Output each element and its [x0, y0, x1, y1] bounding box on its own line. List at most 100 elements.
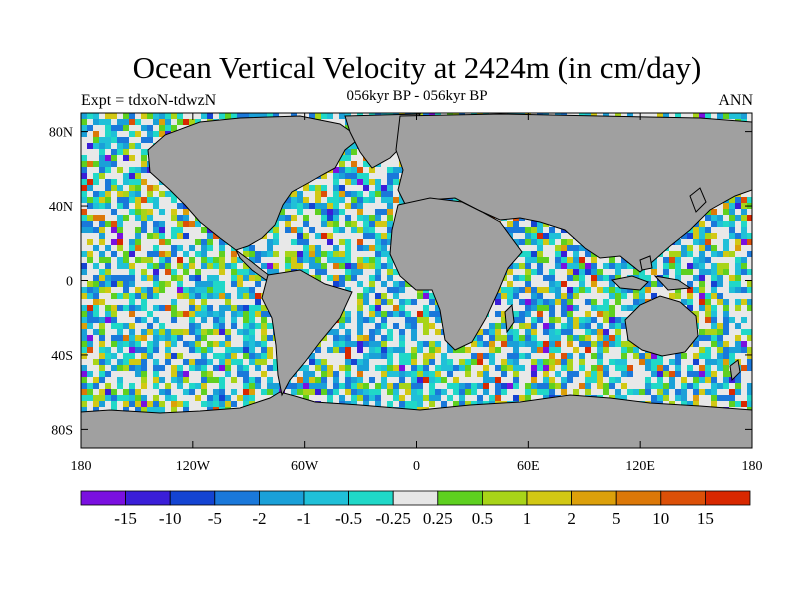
field-cell [153, 335, 159, 341]
field-cell [213, 341, 219, 347]
field-cell [387, 185, 393, 191]
field-cell [183, 329, 189, 335]
field-cell [165, 341, 171, 347]
field-cell [153, 251, 159, 257]
field-cell [723, 359, 729, 365]
field-cell [459, 365, 465, 371]
field-cell [423, 323, 429, 329]
field-cell [387, 299, 393, 305]
field-cell [651, 383, 657, 389]
field-cell [99, 137, 105, 143]
field-cell [747, 305, 752, 311]
field-cell [561, 365, 567, 371]
field-cell [675, 275, 681, 281]
field-cell [429, 341, 435, 347]
field-cell [585, 341, 591, 347]
field-cell [651, 269, 657, 275]
field-cell [549, 299, 555, 305]
field-cell [243, 305, 249, 311]
field-cell [729, 215, 735, 221]
field-cell [363, 161, 369, 167]
field-cell [357, 257, 363, 263]
field-cell [423, 317, 429, 323]
field-cell [327, 221, 333, 227]
field-cell [111, 161, 117, 167]
field-cell [417, 311, 423, 317]
field-cell [717, 395, 723, 401]
field-cell [111, 323, 117, 329]
field-cell [381, 239, 387, 245]
field-cell [531, 317, 537, 323]
field-cell [309, 113, 315, 119]
field-cell [153, 197, 159, 203]
field-cell [303, 371, 309, 377]
field-cell [315, 251, 321, 257]
field-cell [711, 317, 717, 323]
field-cell [741, 215, 747, 221]
field-cell [195, 335, 201, 341]
field-cell [81, 215, 87, 221]
field-cell [249, 305, 255, 311]
field-cell [357, 335, 363, 341]
field-cell [87, 179, 93, 185]
field-cell [705, 371, 711, 377]
field-cell [135, 395, 141, 401]
field-cell [255, 341, 261, 347]
field-cell [267, 377, 273, 383]
field-cell [381, 191, 387, 197]
field-cell [603, 329, 609, 335]
field-cell [207, 329, 213, 335]
field-cell [369, 179, 375, 185]
field-cell [471, 353, 477, 359]
field-cell [333, 185, 339, 191]
field-cell [555, 251, 561, 257]
field-cell [579, 353, 585, 359]
field-cell [309, 185, 315, 191]
field-cell [483, 329, 489, 335]
field-cell [741, 341, 747, 347]
field-cell [723, 305, 729, 311]
field-cell [693, 287, 699, 293]
field-cell [441, 353, 447, 359]
field-cell [429, 371, 435, 377]
field-cell [435, 329, 441, 335]
field-cell [639, 275, 645, 281]
field-cell [603, 305, 609, 311]
field-cell [543, 389, 549, 395]
field-cell [99, 221, 105, 227]
field-cell [333, 347, 339, 353]
field-cell [561, 311, 567, 317]
field-cell [345, 269, 351, 275]
field-cell [351, 341, 357, 347]
field-cell [417, 401, 423, 407]
field-cell [81, 191, 87, 197]
field-cell [345, 359, 351, 365]
field-cell [693, 275, 699, 281]
field-cell [423, 311, 429, 317]
field-cell [729, 395, 735, 401]
field-cell [105, 191, 111, 197]
field-cell [675, 257, 681, 263]
field-cell [93, 299, 99, 305]
field-cell [543, 359, 549, 365]
field-cell [213, 257, 219, 263]
field-cell [123, 275, 129, 281]
field-cell [225, 353, 231, 359]
field-cell [621, 263, 627, 269]
field-cell [99, 275, 105, 281]
field-cell [729, 359, 735, 365]
field-cell [735, 269, 741, 275]
field-cell [183, 233, 189, 239]
field-cell [207, 377, 213, 383]
field-cell [375, 209, 381, 215]
colorbar-swatch [392, 490, 439, 506]
field-cell [213, 263, 219, 269]
field-cell [201, 389, 207, 395]
field-cell [333, 377, 339, 383]
field-cell [99, 371, 105, 377]
field-cell [507, 359, 513, 365]
field-cell [321, 233, 327, 239]
field-cell [531, 335, 537, 341]
field-cell [231, 113, 237, 119]
field-cell [735, 299, 741, 305]
